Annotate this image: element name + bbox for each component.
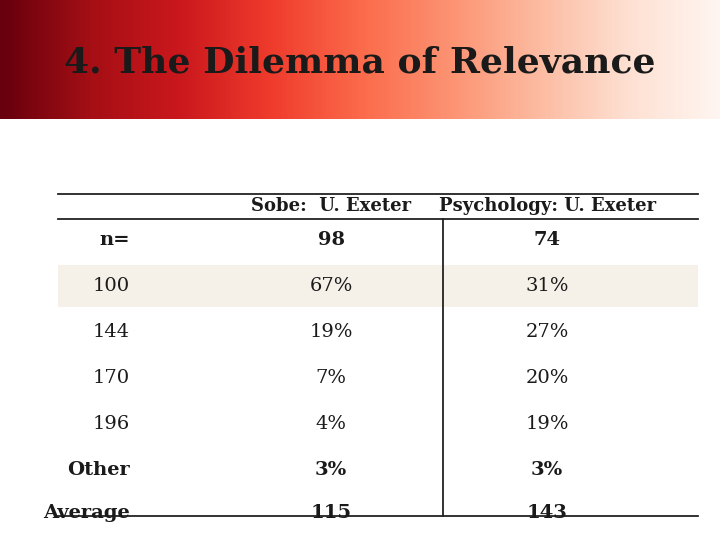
Text: 74: 74 — [534, 231, 561, 249]
Text: 27%: 27% — [526, 323, 569, 341]
Text: 3%: 3% — [531, 461, 563, 479]
Text: 19%: 19% — [310, 323, 353, 341]
Text: Sobe:  U. Exeter: Sobe: U. Exeter — [251, 197, 411, 215]
Text: 31%: 31% — [526, 277, 569, 295]
Text: 4%: 4% — [315, 415, 347, 433]
Text: 20%: 20% — [526, 369, 569, 387]
Text: n=: n= — [99, 231, 130, 249]
Text: 170: 170 — [92, 369, 130, 387]
FancyBboxPatch shape — [58, 265, 698, 307]
Text: 115: 115 — [310, 504, 352, 522]
Text: 4. The Dilemma of Relevance: 4. The Dilemma of Relevance — [64, 45, 656, 79]
Text: 7%: 7% — [315, 369, 347, 387]
Text: Other: Other — [67, 461, 130, 479]
Text: 196: 196 — [92, 415, 130, 433]
Text: 67%: 67% — [310, 277, 353, 295]
Text: 19%: 19% — [526, 415, 569, 433]
Text: 3%: 3% — [315, 461, 347, 479]
Text: 98: 98 — [318, 231, 345, 249]
Text: Average: Average — [43, 504, 130, 522]
Text: 100: 100 — [92, 277, 130, 295]
Text: Psychology: U. Exeter: Psychology: U. Exeter — [438, 197, 656, 215]
Text: 143: 143 — [527, 504, 567, 522]
Text: 144: 144 — [92, 323, 130, 341]
